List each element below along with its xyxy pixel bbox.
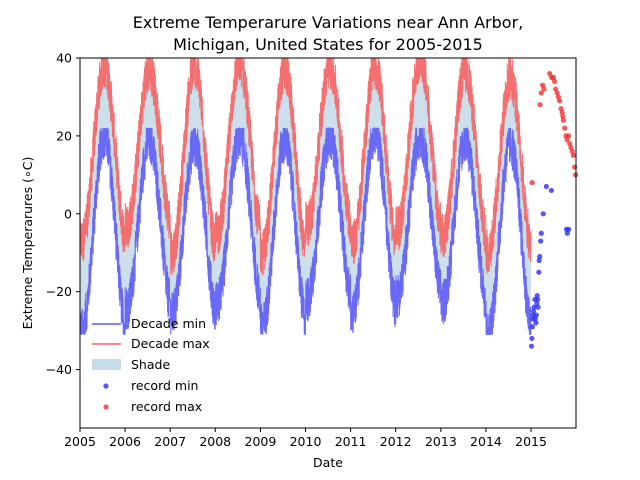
decade-max-line xyxy=(79,57,532,276)
legend-label-shade: Shade xyxy=(131,357,170,372)
record-min-point xyxy=(529,324,536,330)
y-tick-label: 20 xyxy=(56,128,72,143)
record-min-point xyxy=(566,226,572,232)
record-max-point xyxy=(556,98,563,104)
record-scatter-layer xyxy=(528,70,579,349)
x-tick-label: 2005 xyxy=(64,434,96,449)
decade-max-layer xyxy=(79,57,532,276)
x-axis: 2005 2006 2007 2008 2009 2010 2011 2012 2013 2014… xyxy=(64,428,547,449)
record-max-point xyxy=(554,90,560,96)
record-min-point xyxy=(534,292,540,299)
y-tick-label: 0 xyxy=(64,206,72,221)
x-tick-label: 2015 xyxy=(515,434,547,449)
record-min-point xyxy=(531,304,537,310)
x-tick-label: 2010 xyxy=(290,434,322,449)
record-min-point xyxy=(540,211,546,217)
y-axis-label: Extreme Temperarures (∘C) xyxy=(20,157,35,330)
record-min-point xyxy=(530,308,537,314)
record-min-point xyxy=(538,230,544,236)
record-min-point xyxy=(536,269,542,275)
legend-label-decade-min: Decade min xyxy=(131,316,206,331)
legend-label-decade-max: Decade max xyxy=(131,336,210,351)
legend-swatch-record-max xyxy=(103,404,109,410)
record-max-point xyxy=(550,74,557,81)
record-min-point xyxy=(532,316,538,322)
y-axis: 40 20 0 −20 −40 xyxy=(46,51,80,377)
record-max-point xyxy=(569,148,575,155)
record-max-point xyxy=(540,82,546,88)
record-min-point xyxy=(533,312,539,318)
record-max-point xyxy=(560,117,567,123)
legend-swatch-record-min xyxy=(103,383,109,389)
y-tick-label: −20 xyxy=(46,284,72,299)
x-tick-label: 2014 xyxy=(470,434,502,449)
record-max-point xyxy=(529,180,535,186)
record-max-point xyxy=(559,109,565,116)
plot-frame xyxy=(79,57,577,429)
record-min-point xyxy=(538,238,544,244)
record-max-point xyxy=(558,106,564,112)
plot-area xyxy=(79,57,579,349)
record-min-point xyxy=(528,343,535,349)
record-max-point xyxy=(537,102,543,108)
x-tick-label: 2006 xyxy=(109,434,141,449)
y-tick-label: −40 xyxy=(46,362,72,377)
record-max-point xyxy=(538,90,544,96)
x-tick-label: 2008 xyxy=(199,434,231,449)
record-min-point xyxy=(533,320,539,326)
record-max-point xyxy=(567,141,573,147)
record-max-point xyxy=(560,113,566,120)
y-tick-label: 40 xyxy=(56,51,72,66)
x-tick-label: 2012 xyxy=(380,434,412,449)
record-max-point xyxy=(541,86,547,92)
x-tick-label: 2009 xyxy=(245,434,277,449)
chart-title-line-2: Michigan, United States for 2005-2015 xyxy=(173,35,483,54)
record-min-point xyxy=(535,304,541,310)
legend: Decade min Decade max Shade record min r… xyxy=(92,316,210,414)
legend-label-record-max: record max xyxy=(131,399,202,414)
record-max-point xyxy=(564,137,570,143)
x-axis-label: Date xyxy=(313,455,343,470)
legend-label-record-min: record min xyxy=(131,378,198,393)
shade-layer xyxy=(80,58,531,335)
chart-title-line-1: Extreme Temperarure Variations near Ann … xyxy=(133,13,523,32)
record-min-point xyxy=(535,296,541,303)
decade-min-layer xyxy=(79,126,532,336)
record-min-point xyxy=(537,254,543,260)
legend-swatch-shade xyxy=(92,359,121,370)
record-min-point xyxy=(536,257,542,264)
x-tick-label: 2013 xyxy=(425,434,457,449)
record-max-point xyxy=(562,125,568,131)
x-tick-label: 2007 xyxy=(154,434,186,449)
record-max-point xyxy=(565,133,572,139)
record-max-point xyxy=(570,152,577,158)
x-tick-label: 2011 xyxy=(335,434,367,449)
record-max-point xyxy=(551,78,558,84)
record-min-point xyxy=(548,187,555,194)
record-max-point xyxy=(547,70,553,77)
decade-min-line xyxy=(79,126,532,336)
shade-area xyxy=(80,58,531,335)
record-min-point xyxy=(543,183,549,190)
record-min-point xyxy=(529,335,535,342)
